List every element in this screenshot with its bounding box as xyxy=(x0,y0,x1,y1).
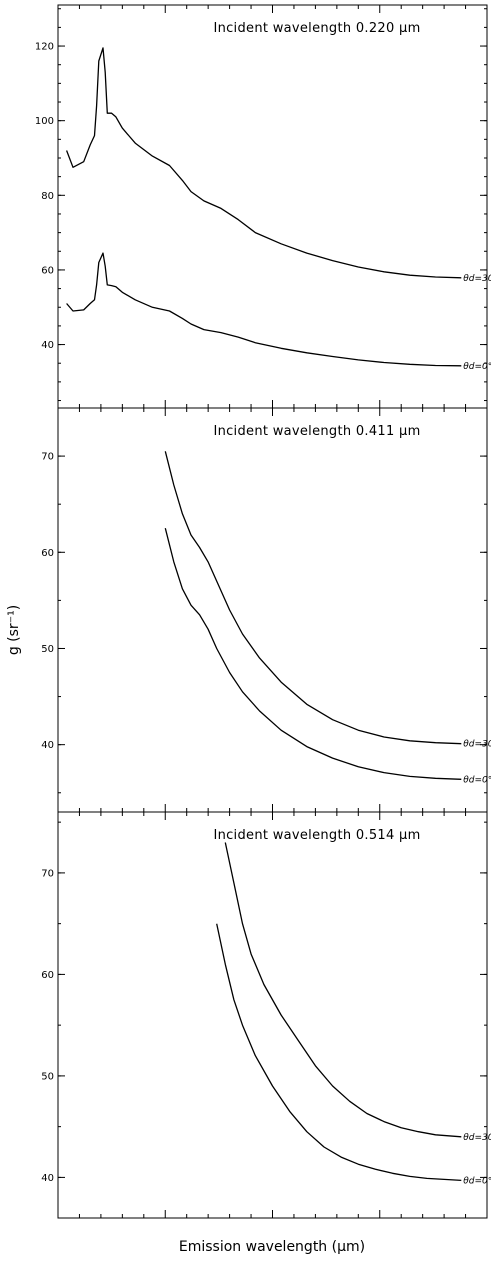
panels: 40 60 80 100 120 Incident wavelength 0.220 μm… xyxy=(35,4,491,1219)
curve-label: θd=30° xyxy=(463,740,491,750)
y-tick-label: 60 xyxy=(41,548,54,559)
y-tick-label: 60 xyxy=(41,970,54,981)
series-line-theta-30 xyxy=(224,842,462,1138)
curve-label: θd=30° xyxy=(463,1133,491,1143)
y-tick-label: 40 xyxy=(41,740,54,751)
x-axis-title: Emission wavelength (μm) xyxy=(179,1239,365,1255)
y-tick-label: 120 xyxy=(35,42,54,53)
y-tick-label: 80 xyxy=(41,191,54,202)
panel-title: Incident wavelength 0.514 μm xyxy=(213,828,420,843)
y-tick-label: 50 xyxy=(41,644,54,655)
panel-1: 40 60 80 100 120 Incident wavelength 0.220 μm… xyxy=(35,4,491,409)
series-line-theta-0 xyxy=(66,252,462,367)
series-line-theta-30 xyxy=(65,47,462,279)
series-line-theta-30 xyxy=(164,451,462,745)
y-tick-label: 70 xyxy=(41,452,54,463)
curve-label: θd=30° xyxy=(463,274,491,284)
series-line-theta-0 xyxy=(164,528,462,780)
y-tick-label: 50 xyxy=(41,1071,54,1082)
y-tick-label: 100 xyxy=(35,116,54,127)
panel-3: 40 50 60 70 Incident wavelength 0.514 μm θd=3… xyxy=(41,811,491,1219)
series-line-theta-0 xyxy=(216,923,462,1182)
panel-title: Incident wavelength 0.220 μm xyxy=(213,21,420,36)
curve-label: θd=0° xyxy=(463,775,491,785)
y-tick-label: 40 xyxy=(41,340,54,351)
curve-label: θd=0° xyxy=(463,1176,491,1186)
y-tick-label: 70 xyxy=(41,868,54,879)
y-tick-label: 40 xyxy=(41,1173,54,1184)
panel-title: Incident wavelength 0.411 μm xyxy=(213,424,420,439)
y-axis-title: g (sr⁻¹) xyxy=(6,605,22,655)
y-tick-label: 60 xyxy=(41,265,54,276)
curve-label: θd=0° xyxy=(463,362,491,372)
